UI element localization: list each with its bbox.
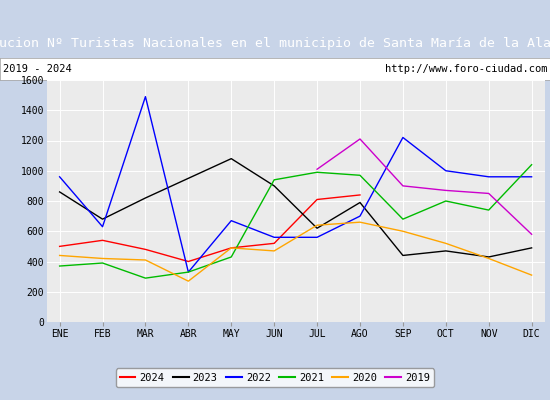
Legend: 2024, 2023, 2022, 2021, 2020, 2019: 2024, 2023, 2022, 2021, 2020, 2019 bbox=[116, 368, 435, 387]
Text: 2019 - 2024: 2019 - 2024 bbox=[3, 64, 72, 74]
Text: http://www.foro-ciudad.com: http://www.foro-ciudad.com bbox=[385, 64, 547, 74]
Text: Evolucion Nº Turistas Nacionales en el municipio de Santa María de la Alameda: Evolucion Nº Turistas Nacionales en el m… bbox=[0, 36, 550, 50]
